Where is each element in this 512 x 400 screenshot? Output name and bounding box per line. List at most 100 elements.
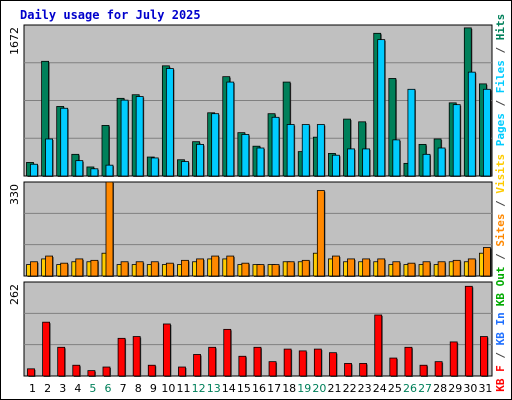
x-tick-label: 19 xyxy=(297,382,311,395)
files-bar xyxy=(45,138,53,177)
x-tick-label: 31 xyxy=(478,382,492,395)
files-bar xyxy=(377,39,386,177)
x-tick-label: 12 xyxy=(192,382,206,395)
hits-legend-item: Hits xyxy=(494,14,507,41)
x-tick-label: 6 xyxy=(105,382,112,395)
sites-bar xyxy=(316,190,325,277)
kbf-bar xyxy=(419,364,428,377)
sites-bar xyxy=(165,262,174,277)
sites-bar xyxy=(120,261,129,277)
files-bar xyxy=(241,134,250,177)
x-tick-label: 15 xyxy=(237,382,251,395)
files-bar xyxy=(60,107,69,177)
hits-bar xyxy=(388,78,397,177)
sites-bar xyxy=(347,258,355,277)
sites-bar xyxy=(45,255,53,277)
y-axis-max-label: 330 xyxy=(8,184,21,205)
kbf-bar xyxy=(374,314,383,377)
visits-legend-separator: / xyxy=(494,194,507,214)
hits-legend-item: Files xyxy=(494,60,507,93)
files-bar xyxy=(256,147,265,177)
kbf-bar xyxy=(480,336,488,377)
kbf-bar xyxy=(359,363,368,377)
sites-bar xyxy=(437,261,446,277)
kbf-bar xyxy=(72,364,81,377)
sites-bar xyxy=(467,258,476,277)
hits-legend: Pages / Files / Hits xyxy=(494,14,507,147)
kbf-bar xyxy=(449,341,458,377)
files-bar xyxy=(75,160,84,177)
x-tick-label: 8 xyxy=(135,382,142,395)
files-bar xyxy=(301,124,310,177)
hits-legend-separator: / xyxy=(494,93,507,113)
sites-bar xyxy=(377,258,386,277)
sites-bar xyxy=(181,259,189,277)
hits-bar xyxy=(101,125,110,177)
kbf-bar xyxy=(162,323,171,377)
files-bar xyxy=(332,154,340,177)
x-tick-label: 16 xyxy=(252,382,266,395)
files-bar xyxy=(422,153,431,177)
kbf-bar xyxy=(389,357,398,377)
files-bar xyxy=(286,124,295,177)
kbf-bar xyxy=(87,370,96,377)
sites-bar xyxy=(392,261,401,277)
kbf-bar xyxy=(42,321,50,377)
sites-bar xyxy=(422,261,431,277)
files-bar xyxy=(165,68,174,177)
kbf-bar xyxy=(329,352,337,377)
files-bar xyxy=(467,71,476,177)
hits-legend-separator: / xyxy=(494,40,507,60)
sites-bar xyxy=(150,261,159,277)
visits-legend-separator: / xyxy=(494,247,507,267)
x-tick-label: 24 xyxy=(373,382,387,395)
kbf-bar xyxy=(434,361,443,377)
x-tick-label: 22 xyxy=(343,382,357,395)
x-tick-label: 28 xyxy=(433,382,447,395)
x-tick-label: 20 xyxy=(312,382,326,395)
files-bar xyxy=(271,116,280,177)
files-bar xyxy=(437,147,446,177)
sites-bar xyxy=(332,255,340,277)
x-tick-label: 7 xyxy=(120,382,127,395)
x-tick-label: 1 xyxy=(29,382,36,395)
files-bar xyxy=(483,88,491,177)
x-tick-label: 21 xyxy=(327,382,341,395)
kbf-bar xyxy=(102,366,111,377)
files-bar xyxy=(407,88,416,177)
x-tick-label: 29 xyxy=(448,382,462,395)
kbf-bar xyxy=(344,363,352,377)
kbf-bar xyxy=(253,346,262,377)
files-bar xyxy=(392,139,401,177)
x-tick-label: 5 xyxy=(89,382,96,395)
sites-bar xyxy=(211,255,220,277)
sites-bar xyxy=(286,261,295,277)
kbf-bar xyxy=(57,346,66,377)
sites-bar xyxy=(271,264,280,277)
sites-bar xyxy=(452,259,461,277)
kb-legend-item: KB F xyxy=(494,365,507,392)
kbf-bar xyxy=(178,366,186,377)
kbf-bar xyxy=(193,354,201,377)
sites-bar xyxy=(256,264,265,277)
kbf-bar xyxy=(298,350,307,377)
files-bar xyxy=(226,81,235,177)
sites-bar xyxy=(301,259,310,277)
y-axis-max-label: 262 xyxy=(8,284,21,305)
x-tick-label: 14 xyxy=(222,382,236,395)
x-tick-label: 4 xyxy=(74,382,81,395)
kbf-bar xyxy=(283,348,292,377)
kbf-bar xyxy=(223,328,232,377)
sites-bar xyxy=(226,255,235,277)
kbf-bar xyxy=(404,346,413,377)
files-bar xyxy=(90,168,99,177)
visits-legend: KB Out / Sites / Visits xyxy=(494,154,507,306)
x-tick-label: 3 xyxy=(59,382,66,395)
x-tick-label: 27 xyxy=(418,382,432,395)
x-tick-label: 10 xyxy=(161,382,175,395)
hits-bar xyxy=(343,118,351,177)
sites-bar xyxy=(241,262,250,277)
kbf-bar xyxy=(238,355,247,377)
